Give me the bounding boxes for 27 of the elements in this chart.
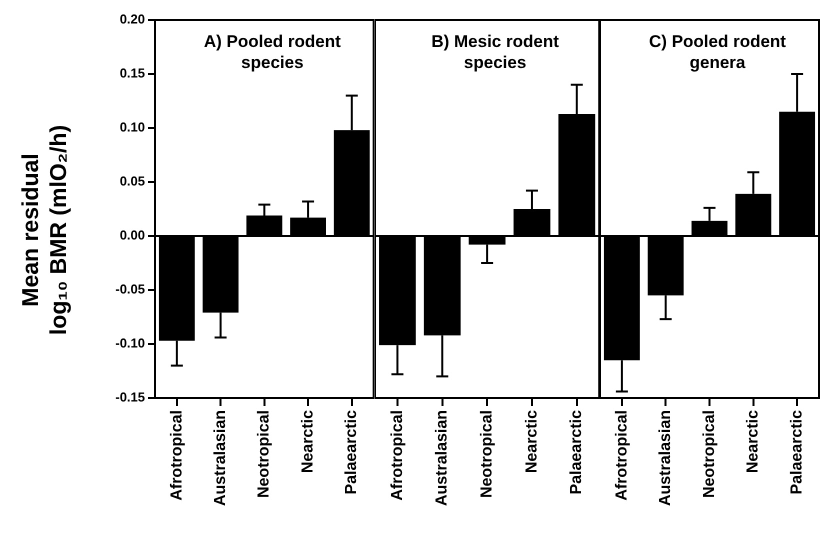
y-tick-label: 0.20 — [120, 12, 145, 27]
y-tick-label: -0.10 — [115, 336, 145, 351]
x-tick-label: Palaearctic — [568, 410, 586, 495]
text: A) Pooled rodent species — [204, 32, 342, 72]
x-tick-label: Palaearctic — [343, 410, 360, 495]
x-tick-label: Palaearctic — [788, 410, 806, 495]
y-tick-label: 0.15 — [120, 66, 145, 81]
y-tick-label: -0.15 — [115, 390, 145, 405]
x-tick-label: Afrotropical — [613, 410, 630, 501]
x-tick-label: Neotropical — [700, 410, 718, 498]
x-tick-label: Australasian — [657, 410, 674, 506]
x-tick-label: Nearctic — [523, 410, 540, 474]
text: C) Pooled rodent genera — [649, 32, 786, 72]
x-tick-label: Afrotropical — [388, 410, 406, 501]
x-tick-label: Afrotropical — [168, 410, 186, 501]
x-tick-label: Neotropical — [256, 410, 273, 498]
y-tick-label: 0.00 — [120, 228, 145, 243]
x-tick-label: Australasian — [212, 410, 230, 506]
y-axis-title: Mean residual log₁₀ BMR (mlO₂/h) — [16, 124, 72, 336]
y-tick-label: -0.05 — [115, 282, 145, 297]
x-tick-label: Neotropical — [478, 410, 496, 498]
x-tick-label: Nearctic — [299, 410, 316, 474]
y-tick-label: 0.10 — [120, 120, 145, 135]
x-tick-label: Australasian — [434, 410, 451, 506]
text: B) Mesic rodent species — [431, 32, 560, 72]
x-tick-label: Nearctic — [744, 410, 762, 474]
y-tick-label: 0.05 — [120, 174, 145, 189]
